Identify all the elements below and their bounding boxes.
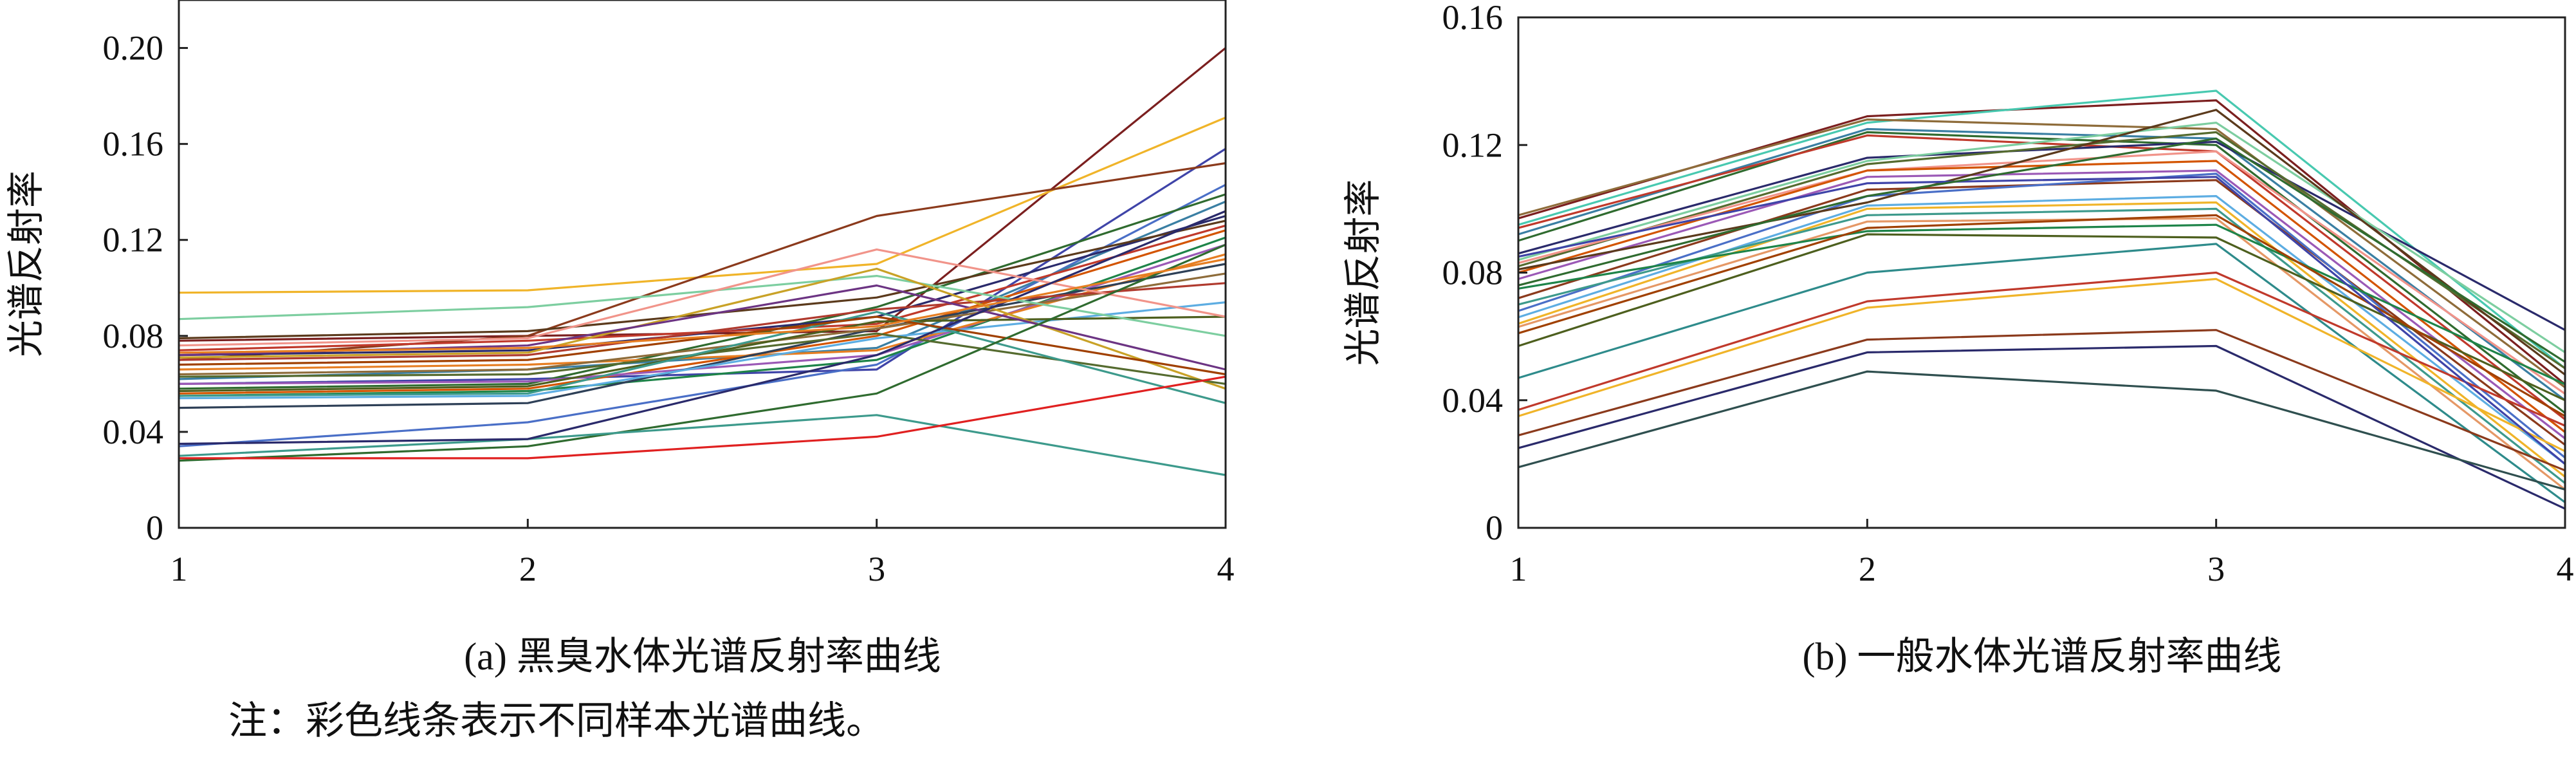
x-tick-label-b-3: 4 [2557,550,2574,588]
series-line-b-26 [1518,344,2566,510]
series-line-a-28 [178,414,1226,476]
figure-note: 注：彩色线条表示不同样本光谱曲线。 [228,700,885,742]
series-line-a-20 [178,275,1226,337]
series-line-b-27 [1518,370,2566,491]
series-line-a-30 [178,210,1226,445]
series-line-a-14 [178,253,1226,371]
y-tick-label-b-2: 0.08 [1442,254,1504,292]
y-tick-label-a-1: 0.04 [103,413,164,451]
series-line-a-18 [178,301,1226,400]
series-line-a-4 [178,162,1226,361]
series-line-b-7 [1518,140,2566,332]
series-line-a-31 [178,257,1226,354]
series-line-b-25 [1518,329,2566,472]
series-line-a-2 [178,117,1226,294]
y-tick-label-a-3: 0.12 [103,221,164,259]
series-line-a-13 [178,243,1226,385]
chart-caption-a: (a) 黑臭水体光谱反射率曲线 [464,635,941,678]
series-line-a-12 [178,236,1226,397]
series-line-a-17 [178,282,1226,361]
y-tick-label-a-0: 0 [146,509,163,547]
x-tick-label-b-1: 2 [1859,550,1876,588]
series-line-b-19 [1518,223,2566,386]
series-line-b-18 [1518,217,2566,491]
series-line-b-5 [1518,131,2566,414]
series-line-a-26 [178,315,1226,376]
x-tick-label-b-0: 1 [1510,550,1527,588]
series-line-a-8 [178,214,1226,357]
series-line-a-23 [178,332,1226,385]
series-line-b-24 [1518,277,2566,453]
series-line-b-6 [1518,134,2566,420]
series-group [178,47,1227,476]
y-axis-title-a: 光谱反射率 [5,171,47,357]
chart-caption-b: (b) 一般水体光谱反射率曲线 [1803,635,2282,678]
series-line-b-21 [1518,214,2566,417]
x-tick-label-a-0: 1 [170,550,188,588]
y-axis-title-b: 光谱反射率 [1342,179,1384,366]
series-line-a-29 [179,375,1226,460]
series-line-a-22 [178,267,1226,390]
series-line-b-3 [1518,118,2566,389]
series-line-b-16 [1518,201,2566,478]
y-tick-label-a-2: 0.08 [103,317,164,355]
x-tick-label-a-1: 2 [519,550,537,588]
series-line-a-11 [178,220,1226,340]
series-line-b-10 [1518,150,2566,395]
series-line-b-2 [1518,89,2566,369]
plot-frame-a [178,0,1227,529]
series-line-b-8 [1518,122,2566,353]
series-line-b-20 [1518,233,2566,402]
series-group [1518,89,2566,510]
series-line-b-23 [1518,271,2566,427]
series-line-b-11 [1518,160,2566,433]
chart-b: 0 0.04 0.08 0.12 0.16 1 2 3 4 光谱反射率 (b) 一般水体光谱反射率曲… [1342,0,2574,678]
series-line-b-28 [1518,109,2566,376]
x-tick-label-a-2: 3 [868,550,885,588]
y-tick-label-b-3: 0.12 [1442,126,1504,164]
x-tick-label-a-3: 4 [1217,550,1235,588]
y-tick-label-b-1: 0.04 [1442,381,1504,420]
series-line-a-27 [178,243,1226,462]
y-tick-label-a-4: 0.16 [103,125,164,164]
series-line-b-29 [1518,176,2566,465]
y-tick-label-a-5: 0.20 [103,29,164,68]
series-line-b-30 [1518,137,2566,363]
series-line-a-24 [178,310,1226,404]
series-line-a-6 [178,193,1226,390]
series-line-b-22 [1518,243,2566,503]
chart-a: 0 0.04 0.08 0.12 0.16 0.20 1 2 3 4 光谱反射率 (a) 黑臭水体光谱… [5,0,1235,678]
series-line-a-16 [178,272,1226,376]
y-tick-label-b-4: 0.16 [1442,0,1504,37]
y-tick-label-b-0: 0 [1486,509,1503,547]
x-tick-label-b-2: 3 [2207,550,2225,588]
series-line-b-15 [1518,195,2566,465]
